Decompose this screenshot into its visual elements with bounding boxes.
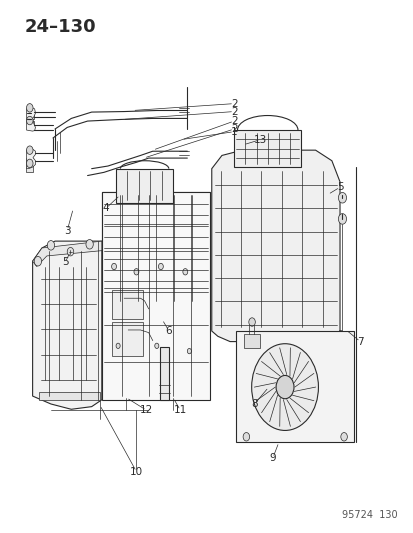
Text: 2: 2 [230, 99, 237, 109]
Polygon shape [211, 150, 339, 342]
Bar [236, 331, 354, 442]
Polygon shape [112, 322, 142, 357]
Circle shape [337, 192, 346, 203]
Text: 5: 5 [336, 182, 342, 192]
Circle shape [340, 433, 347, 441]
Bar [160, 347, 169, 400]
Text: 12: 12 [140, 405, 153, 415]
Text: 9: 9 [269, 453, 275, 463]
Text: 4: 4 [102, 203, 109, 213]
Text: 3: 3 [64, 225, 70, 236]
Circle shape [251, 344, 318, 431]
Circle shape [26, 159, 33, 167]
Polygon shape [33, 241, 102, 409]
Circle shape [275, 375, 293, 399]
Text: 95724  130: 95724 130 [341, 510, 397, 520]
Bar [102, 192, 209, 303]
Circle shape [242, 433, 249, 441]
Polygon shape [26, 108, 36, 131]
Polygon shape [112, 290, 142, 319]
Text: 11: 11 [173, 405, 187, 415]
Text: 2: 2 [230, 124, 237, 134]
Circle shape [26, 116, 33, 125]
Text: 2: 2 [230, 116, 237, 126]
Text: 1: 1 [230, 127, 237, 136]
Circle shape [86, 239, 93, 249]
Circle shape [158, 263, 163, 270]
Bar [26, 158, 33, 164]
Bar [26, 112, 34, 119]
Polygon shape [26, 149, 36, 168]
Circle shape [134, 269, 138, 275]
Circle shape [183, 269, 187, 275]
Bar [26, 165, 33, 172]
Circle shape [26, 103, 33, 112]
Circle shape [47, 240, 55, 250]
Circle shape [112, 263, 116, 270]
Text: 2: 2 [230, 107, 237, 117]
Bar [26, 120, 34, 127]
Circle shape [337, 214, 346, 224]
Circle shape [248, 318, 255, 326]
Bar [116, 168, 173, 203]
Circle shape [26, 146, 33, 155]
Circle shape [154, 343, 159, 349]
Bar [234, 130, 301, 167]
Text: 13: 13 [254, 134, 267, 144]
Text: 10: 10 [130, 467, 142, 477]
Text: 24–130: 24–130 [24, 18, 96, 36]
Polygon shape [102, 192, 209, 400]
Bar [244, 334, 259, 349]
Text: 6: 6 [165, 326, 172, 336]
Text: 8: 8 [251, 399, 257, 409]
Text: 5: 5 [62, 257, 68, 267]
Text: 7: 7 [356, 337, 363, 346]
Circle shape [67, 247, 74, 256]
Circle shape [187, 349, 191, 354]
Polygon shape [39, 392, 100, 400]
Circle shape [34, 256, 41, 266]
Circle shape [116, 343, 120, 349]
Polygon shape [33, 241, 102, 266]
